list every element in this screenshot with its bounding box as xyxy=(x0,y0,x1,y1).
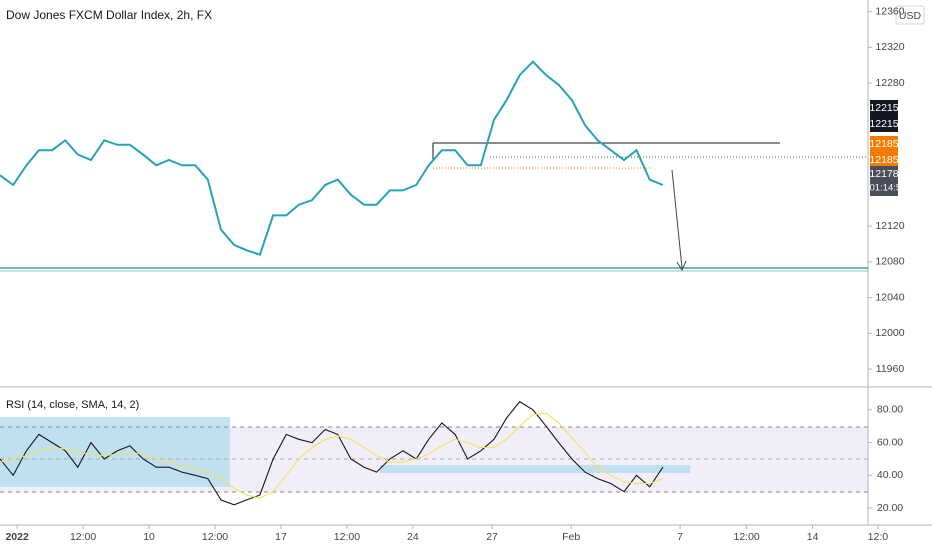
y-tick-label: 80.00 xyxy=(877,404,903,416)
y-tick-label: 60.00 xyxy=(877,436,903,448)
y-tick-label: 12320 xyxy=(875,41,904,53)
price-label: 12178 xyxy=(869,168,898,180)
y-tick-label: 20.00 xyxy=(877,502,903,514)
series-line xyxy=(0,412,664,499)
y-tick-label: 12280 xyxy=(875,77,904,89)
x-tick-label: Feb xyxy=(562,531,580,543)
x-tick-label: 12:0 xyxy=(868,531,889,543)
x-tick-label: 12:00 xyxy=(202,531,228,543)
arrow-head xyxy=(676,260,687,272)
y-tick-label: 12120 xyxy=(875,220,904,232)
y-tick-label: 12000 xyxy=(875,327,904,339)
arrow xyxy=(671,169,683,269)
series-line xyxy=(0,60,664,256)
price-label: 12185 xyxy=(869,154,898,166)
y-tick-label: 11960 xyxy=(876,363,905,375)
x-tick-label: 12:00 xyxy=(334,531,360,543)
currency-box[interactable] xyxy=(895,5,925,25)
y-tick-label: 40.00 xyxy=(877,469,903,481)
x-tick-label: 27 xyxy=(486,531,498,543)
y-tick-label: 12080 xyxy=(875,256,904,268)
x-tick-label: 17 xyxy=(275,531,287,543)
x-tick-label: 12:00 xyxy=(70,531,96,543)
price-label-box xyxy=(870,100,898,116)
price-label: 12215 xyxy=(869,118,898,130)
chart-title: Dow Jones FXCM Dollar Index, 2h, FX xyxy=(6,8,212,22)
x-tick-label: 7 xyxy=(677,531,683,543)
price-label-box xyxy=(870,152,898,168)
x-tick-label: 12:00 xyxy=(733,531,759,543)
y-tick-label: 12360 xyxy=(875,5,904,17)
price-label: 12185 xyxy=(869,138,898,150)
x-tick-label: 10 xyxy=(143,531,155,543)
price-label-box xyxy=(870,116,898,132)
y-tick-label: 12040 xyxy=(875,291,904,303)
x-tick-label: 14 xyxy=(807,531,819,543)
rsi-title: RSI (14, close, SMA, 14, 2) xyxy=(6,399,139,411)
countdown: 01:14:55 xyxy=(870,183,907,194)
x-tick-label: 24 xyxy=(407,531,419,543)
currency[interactable]: USD xyxy=(899,10,922,22)
price-label: 12215 xyxy=(869,102,898,114)
rsi-box xyxy=(380,465,690,473)
x-tick-label: 2022 xyxy=(5,531,29,543)
price-label-box xyxy=(870,136,898,152)
price-label-box xyxy=(870,166,898,196)
